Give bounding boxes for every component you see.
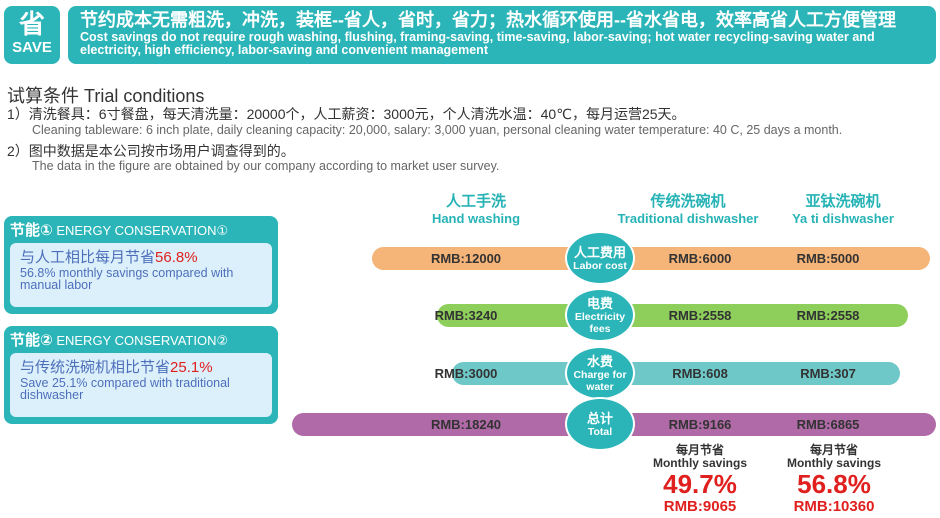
- card-pct: 25.1%: [170, 359, 213, 376]
- cost-value: RMB:2558: [796, 308, 860, 323]
- column-traditional: 传统洗碗机 Traditional dishwasher: [588, 190, 788, 226]
- savings-cn: 每月节省: [675, 443, 724, 457]
- column-en: Hand washing: [431, 211, 521, 226]
- savings-amount: RMB:10360: [793, 498, 875, 515]
- category-cn: 人工费用: [573, 244, 626, 260]
- cost-bar: [452, 362, 900, 385]
- savings-cn: 每月节省: [809, 443, 858, 457]
- cost-value: RMB:18240: [430, 417, 502, 432]
- category-badge: 水费 Charge for water: [565, 346, 635, 400]
- card-head-cn: 节能①: [10, 222, 53, 239]
- column-hand-washing: 人工手洗 Hand washing: [376, 190, 576, 226]
- column-cn: 亚钛洗碗机: [805, 193, 881, 210]
- card-head-cn: 节能②: [10, 332, 53, 349]
- category-en: Labor cost: [573, 259, 627, 272]
- column-en: Traditional dishwasher: [617, 211, 759, 226]
- banner-subtitle: Cost savings do not require rough washin…: [80, 30, 875, 57]
- card-head-en: ENERGY CONSERVATION①: [56, 223, 229, 238]
- trial-item-2-en: The data in the figure are obtained by o…: [32, 159, 500, 173]
- banner-title: 节约成本无需粗洗，冲洗，装框--省人，省时，省力；热水循环使用--省水省电，效率…: [80, 10, 896, 30]
- category-badge: 电费 Electricity fees: [565, 288, 635, 342]
- energy-card-1: 节能① ENERGY CONSERVATION① 与人工相比每月节省56.8% …: [4, 216, 278, 314]
- category-cn: 水费: [586, 353, 613, 369]
- column-cn: 人工手洗: [445, 193, 506, 210]
- cost-value: RMB:6000: [668, 251, 732, 266]
- savings-en: Monthly savings: [652, 456, 747, 470]
- cost-value: RMB:3240: [434, 308, 498, 323]
- category-badge: 总计 Total: [565, 397, 635, 451]
- trial-item-1-en: Cleaning tableware: 6 inch plate, daily …: [32, 123, 843, 137]
- category-en: Charge for water: [573, 368, 627, 393]
- savings-pct: 49.7%: [663, 469, 737, 499]
- savings-en: Monthly savings: [786, 456, 881, 470]
- card-main: 与人工相比每月节省: [20, 249, 156, 266]
- column-cn: 传统洗碗机: [650, 193, 726, 210]
- column-yati: 亚钛洗碗机 Ya ti dishwasher: [743, 190, 940, 226]
- card-desc: 56.8% monthly savings compared with manu…: [20, 266, 234, 292]
- card-pct: 56.8%: [155, 249, 198, 266]
- cost-value: RMB:5000: [796, 251, 860, 266]
- trial-item-2: 2）图中数据是本公司按市场用户调查得到的。: [7, 143, 295, 159]
- logo-en: SAVE: [12, 39, 52, 56]
- cost-value: RMB:9166: [668, 417, 732, 432]
- trial-heading: 试算条件 Trial conditions: [7, 86, 205, 106]
- savings-traditional: 每月节省 Monthly savings 49.7% RMB:9065: [635, 443, 765, 516]
- category-badge: 人工费用 Labor cost: [565, 231, 635, 285]
- energy-card-2: 节能② ENERGY CONSERVATION② 与传统洗碗机相比节省25.1%…: [4, 326, 278, 424]
- cost-value: RMB:3000: [434, 366, 498, 381]
- cost-value: RMB:307: [800, 366, 856, 381]
- column-en: Ya ti dishwasher: [792, 211, 894, 226]
- banner: 节约成本无需粗洗，冲洗，装框--省人，省时，省力；热水循环使用--省水省电，效率…: [68, 6, 936, 64]
- trial-item-1: 1）清洗餐具：6寸餐盘，每天清洗量：20000个，人工薪资：3000元，个人清洗…: [7, 106, 686, 122]
- category-cn: 总计: [586, 410, 613, 426]
- card-head-en: ENERGY CONSERVATION②: [56, 333, 229, 348]
- cost-value: RMB:12000: [430, 251, 502, 266]
- cost-bar: [437, 304, 908, 327]
- category-cn: 电费: [586, 295, 613, 311]
- save-logo: 省 SAVE: [4, 6, 60, 64]
- card-desc: Save 25.1% compared with traditional dis…: [20, 376, 230, 402]
- category-en: Total: [587, 425, 613, 438]
- cost-value: RMB:608: [672, 366, 728, 381]
- logo-cn: 省: [18, 9, 45, 39]
- savings-yati: 每月节省 Monthly savings 56.8% RMB:10360: [769, 443, 899, 516]
- cost-bar: [372, 247, 930, 270]
- savings-amount: RMB:9065: [663, 498, 737, 515]
- cost-value: RMB:2558: [668, 308, 732, 323]
- category-en: Electricity fees: [574, 310, 626, 335]
- cost-value: RMB:6865: [796, 417, 860, 432]
- savings-pct: 56.8%: [797, 469, 871, 499]
- card-main: 与传统洗碗机相比节省: [20, 359, 171, 376]
